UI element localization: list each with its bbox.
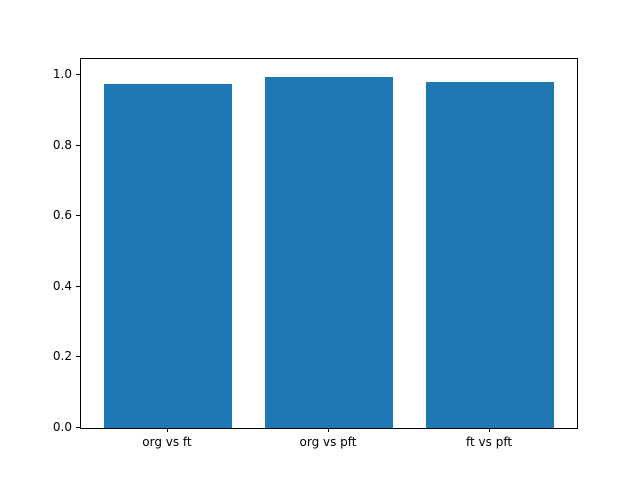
x-tick-mark-ft-vs-pft: [489, 428, 491, 432]
y-tick-mark-0.4: [76, 285, 80, 287]
y-tick-mark-0.0: [76, 427, 80, 428]
y-tick-label-0.0: 0.0: [52, 420, 72, 434]
plot-area: [80, 58, 578, 429]
x-tick-mark-org-vs-ft: [166, 428, 168, 432]
bar-org-vs-ft: [103, 83, 233, 428]
x-tick-label-org-vs-ft: org vs ft: [142, 435, 192, 449]
x-tick-mark-org-vs-pft: [328, 428, 329, 432]
bar-org-vs-pft: [264, 76, 394, 428]
y-tick-label-0.6: 0.6: [52, 208, 72, 223]
bar-ft-vs-pft: [425, 81, 555, 428]
y-tick-label-0.8: 0.8: [52, 137, 72, 152]
y-tick-label-0.2: 0.2: [52, 349, 72, 364]
y-tick-mark-0.6: [76, 215, 80, 217]
y-tick-mark-1.0: [76, 73, 80, 75]
y-tick-label-0.4: 0.4: [52, 278, 72, 293]
x-tick-label-ft-vs-pft: ft vs pft: [466, 435, 513, 449]
x-tick-label-org-vs-pft: org vs pft: [299, 435, 357, 449]
y-tick-mark-0.8: [76, 144, 80, 146]
y-tick-label-1.0: 1.0: [52, 66, 72, 81]
y-tick-mark-0.2: [76, 356, 80, 358]
